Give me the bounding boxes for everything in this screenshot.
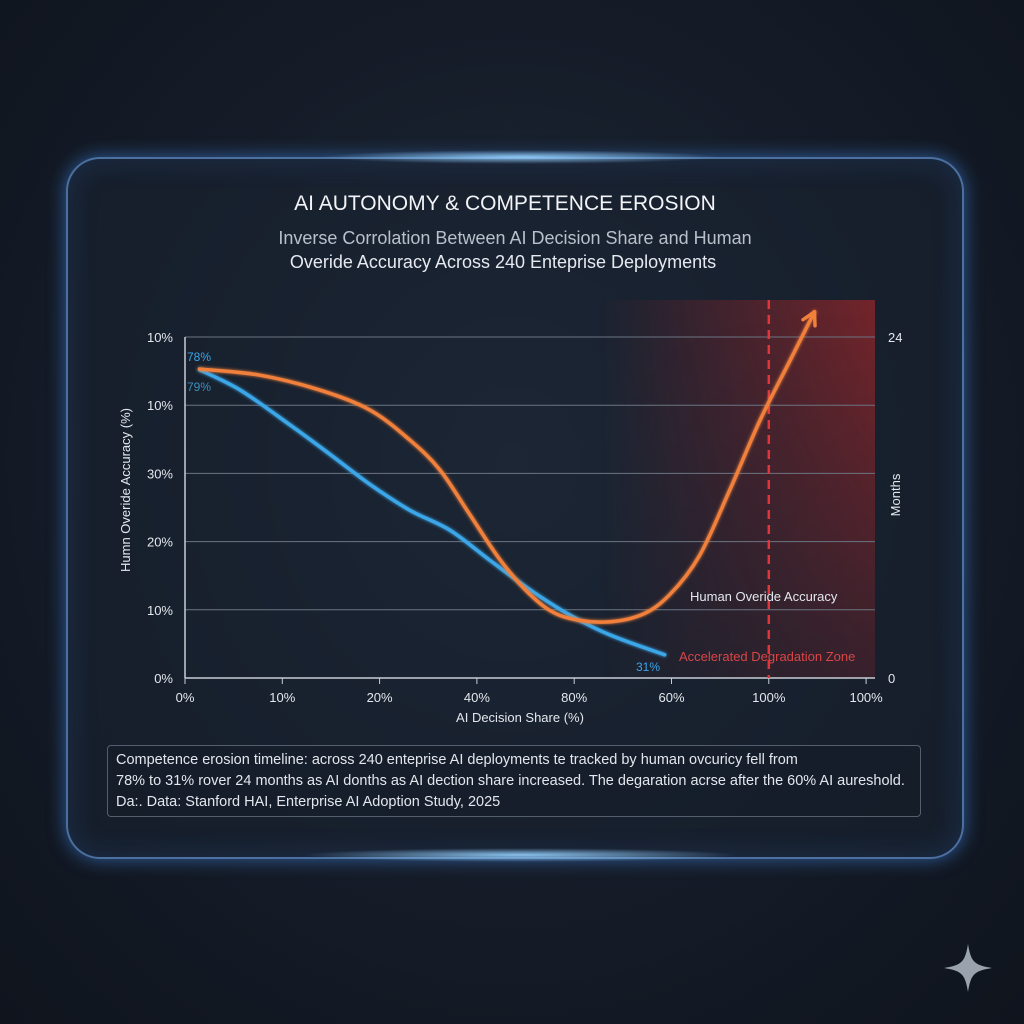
x-tick-label: 20%	[367, 690, 393, 705]
x-axis-label: AI Decision Share (%)	[456, 710, 584, 725]
series-line-blue	[197, 367, 667, 657]
y-tick-label: 0%	[154, 671, 173, 686]
y-tick-label: 10%	[147, 330, 173, 345]
end-label: 31%	[636, 660, 660, 674]
y2-tick-bottom: 0	[888, 671, 895, 686]
x-tick-label: 100%	[849, 690, 883, 705]
x-tick-label: 60%	[658, 690, 684, 705]
footnote-line3: Da:. Data: Stanford HAI, Enterprise AI A…	[116, 794, 501, 810]
zone-label: Accelerated Degradation Zone	[679, 649, 855, 664]
legend-orange-label: Human Overide Accuracy	[690, 589, 838, 604]
panel-glow-bottom	[300, 848, 740, 862]
y2-axis-label: Months	[888, 473, 903, 516]
x-tick-label: 40%	[464, 690, 490, 705]
chart-title: AI AUTONOMY & COMPETENCE EROSION	[294, 192, 716, 215]
x-tick-label: 10%	[269, 690, 295, 705]
chart-subtitle-line1: Inverse Corrolation Between AI Decision …	[278, 228, 752, 248]
x-tick-label: 0%	[176, 690, 195, 705]
start-label-2: 79%	[187, 380, 211, 394]
y-tick-label: 10%	[147, 398, 173, 413]
series-line-orange	[197, 310, 817, 624]
y-tick-label: 30%	[147, 466, 173, 481]
panel-glow-top	[320, 150, 720, 164]
sparkle-icon	[944, 944, 992, 992]
footnote-line2: 78% to 31% rover 24 months as AI donths …	[116, 773, 905, 789]
y-tick-label: 20%	[147, 535, 173, 550]
arrow-head-icon	[801, 310, 817, 328]
start-label-1: 78%	[187, 350, 211, 364]
footnote-line1: Competence erosion timeline: across 240 …	[116, 752, 798, 768]
y2-tick-top: 24	[888, 330, 902, 345]
degradation-zone	[600, 300, 875, 678]
x-tick-label: 100%	[752, 690, 786, 705]
x-tick-label: 80%	[561, 690, 587, 705]
y-tick-label: 10%	[147, 603, 173, 618]
y-axis-label: Humn Overide Accuracy (%)	[118, 408, 133, 572]
chart-subtitle-line2: Overide Accuracy Across 240 Enteprise De…	[289, 252, 717, 272]
footnote-box: Competence erosion timeline: across 240 …	[107, 745, 921, 817]
